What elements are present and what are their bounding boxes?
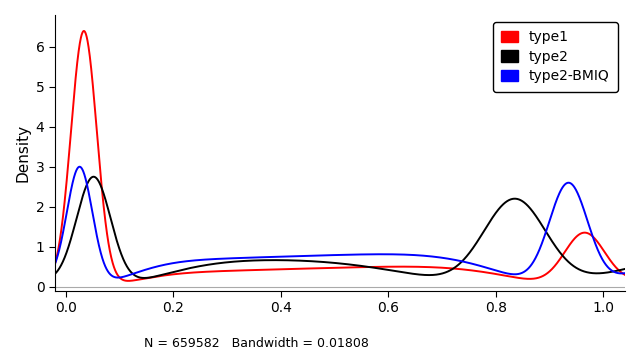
- Y-axis label: Density: Density: [15, 124, 30, 182]
- Legend: type1, type2, type2-BMIQ: type1, type2, type2-BMIQ: [493, 22, 618, 92]
- Text: N = 659582   Bandwidth = 0.01808: N = 659582 Bandwidth = 0.01808: [143, 338, 369, 351]
